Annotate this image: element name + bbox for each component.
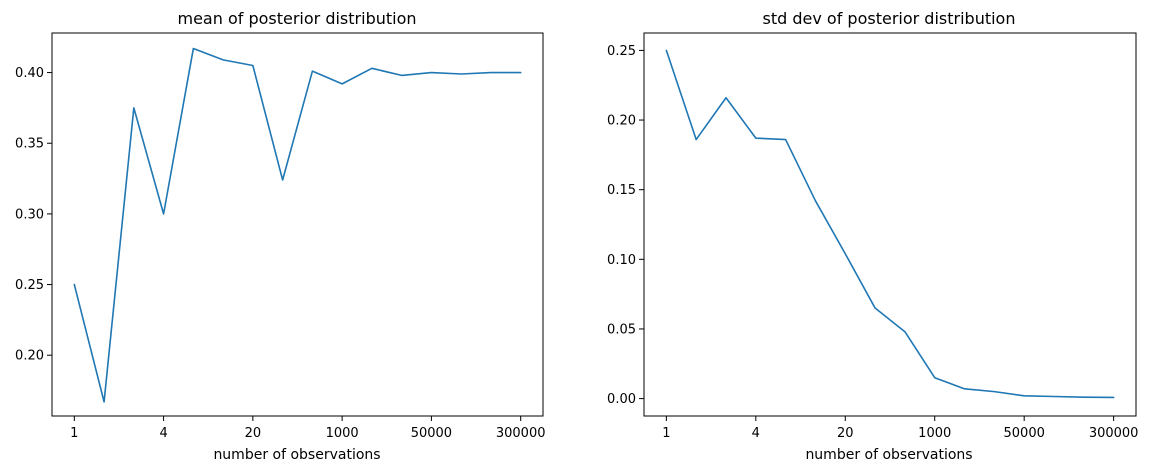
stddev-y-tick-label: 0.20 <box>607 114 636 129</box>
stddev-y-tick-label: 0.25 <box>607 44 636 59</box>
mean-series-line <box>73 47 522 403</box>
mean-y-tick-label: 0.30 <box>15 207 44 222</box>
mean-x-tick-label: 4 <box>159 426 167 441</box>
stddev-chart-title: std dev of posterior distribution <box>763 9 1016 28</box>
mean-x-tick-label: 300000 <box>496 426 546 441</box>
stddev-y-tick-label: 0.05 <box>607 322 636 337</box>
stddev-x-tick-label: 1000 <box>918 426 951 441</box>
mean-axes-frame <box>51 32 544 417</box>
mean-x-axis-label: number of observations <box>213 447 380 463</box>
stddev-plot-area: 1 4 20 1000 50000 300000 0.00 0.05 0.10 0.15 0.20 0… <box>607 44 1138 441</box>
stddev-axes-frame <box>643 32 1137 417</box>
stddev-x-tick-label: 20 <box>837 426 854 441</box>
stddev-x-tick-label: 4 <box>752 426 760 441</box>
stddev-x-tick-label: 50000 <box>1004 426 1045 441</box>
mean-y-tick-label: 0.40 <box>15 66 44 81</box>
mean-x-tick-label: 20 <box>245 426 262 441</box>
stddev-y-tick-label: 0.00 <box>607 392 636 407</box>
mean-x-tick-label: 1000 <box>326 426 359 441</box>
mean-x-tick-label: 1 <box>70 426 78 441</box>
mean-chart-title: mean of posterior distribution <box>177 9 416 28</box>
stddev-y-tick-label: 0.10 <box>607 253 636 268</box>
stddev-panel: std dev of posterior distribution 1 4 20 10… <box>607 9 1138 463</box>
mean-panel: mean of posterior distribution 1 4 20 1000 5… <box>15 9 545 463</box>
stddev-x-tick-label: 1 <box>662 426 670 441</box>
stddev-series-line <box>665 49 1115 399</box>
stddev-x-axis-label: number of observations <box>805 447 972 463</box>
mean-plot-area: 1 4 20 1000 50000 300000 0.20 0.25 0.30 0.35 0.40 <box>15 47 546 441</box>
stddev-y-tick-label: 0.15 <box>607 183 636 198</box>
mean-x-tick-label: 50000 <box>411 426 452 441</box>
stddev-x-tick-label: 300000 <box>1089 426 1139 441</box>
mean-y-tick-label: 0.35 <box>15 137 44 152</box>
mean-y-tick-label: 0.25 <box>15 278 44 293</box>
mean-y-tick-label: 0.20 <box>15 349 44 364</box>
